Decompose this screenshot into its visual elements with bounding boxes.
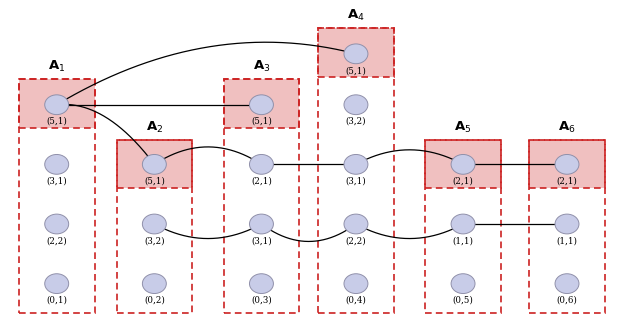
Ellipse shape — [249, 274, 273, 293]
FancyBboxPatch shape — [19, 78, 94, 128]
Ellipse shape — [142, 155, 166, 174]
Ellipse shape — [45, 95, 69, 115]
Text: (2,1): (2,1) — [556, 177, 578, 186]
Text: $\mathbf{A}_{5}$: $\mathbf{A}_{5}$ — [454, 120, 472, 135]
Ellipse shape — [451, 214, 475, 234]
Ellipse shape — [555, 155, 579, 174]
FancyBboxPatch shape — [117, 140, 192, 188]
FancyBboxPatch shape — [224, 78, 299, 128]
Text: $\mathbf{A}_{1}$: $\mathbf{A}_{1}$ — [48, 59, 66, 74]
Text: (3,1): (3,1) — [251, 236, 272, 245]
Text: (0,3): (0,3) — [251, 296, 272, 305]
Text: (0,4): (0,4) — [345, 296, 367, 305]
Text: (3,2): (3,2) — [346, 117, 366, 126]
Ellipse shape — [344, 274, 368, 293]
Ellipse shape — [451, 274, 475, 293]
Ellipse shape — [249, 95, 273, 115]
Ellipse shape — [344, 155, 368, 174]
Text: (0,1): (0,1) — [46, 296, 67, 305]
FancyBboxPatch shape — [425, 140, 501, 188]
Ellipse shape — [45, 274, 69, 293]
Text: (1,1): (1,1) — [556, 236, 578, 245]
Text: (5,1): (5,1) — [345, 66, 367, 75]
Text: (3,1): (3,1) — [47, 177, 67, 186]
Text: (3,1): (3,1) — [346, 177, 366, 186]
Ellipse shape — [555, 274, 579, 293]
Text: (2,2): (2,2) — [346, 236, 366, 245]
Text: $\mathbf{A}_{3}$: $\mathbf{A}_{3}$ — [253, 59, 270, 74]
Text: (3,2): (3,2) — [144, 236, 164, 245]
Ellipse shape — [344, 95, 368, 115]
Text: (2,1): (2,1) — [452, 177, 474, 186]
Ellipse shape — [249, 155, 273, 174]
FancyBboxPatch shape — [529, 140, 605, 188]
Ellipse shape — [451, 155, 475, 174]
Ellipse shape — [142, 274, 166, 293]
Text: $\mathbf{A}_{2}$: $\mathbf{A}_{2}$ — [146, 120, 163, 135]
Ellipse shape — [142, 214, 166, 234]
Ellipse shape — [555, 214, 579, 234]
FancyBboxPatch shape — [318, 28, 394, 77]
Text: (5,1): (5,1) — [251, 117, 272, 126]
Text: (2,2): (2,2) — [47, 236, 67, 245]
Text: (0,2): (0,2) — [144, 296, 165, 305]
Ellipse shape — [45, 155, 69, 174]
Ellipse shape — [344, 44, 368, 64]
Text: (2,1): (2,1) — [251, 177, 272, 186]
Ellipse shape — [45, 214, 69, 234]
Text: (5,1): (5,1) — [144, 177, 165, 186]
Text: (1,1): (1,1) — [452, 236, 474, 245]
Ellipse shape — [344, 214, 368, 234]
Text: (0,5): (0,5) — [452, 296, 474, 305]
Text: $\mathbf{A}_{4}$: $\mathbf{A}_{4}$ — [347, 8, 365, 23]
Text: (5,1): (5,1) — [46, 117, 67, 126]
Text: $\mathbf{A}_{6}$: $\mathbf{A}_{6}$ — [558, 120, 576, 135]
Ellipse shape — [249, 214, 273, 234]
Text: (0,6): (0,6) — [556, 296, 578, 305]
